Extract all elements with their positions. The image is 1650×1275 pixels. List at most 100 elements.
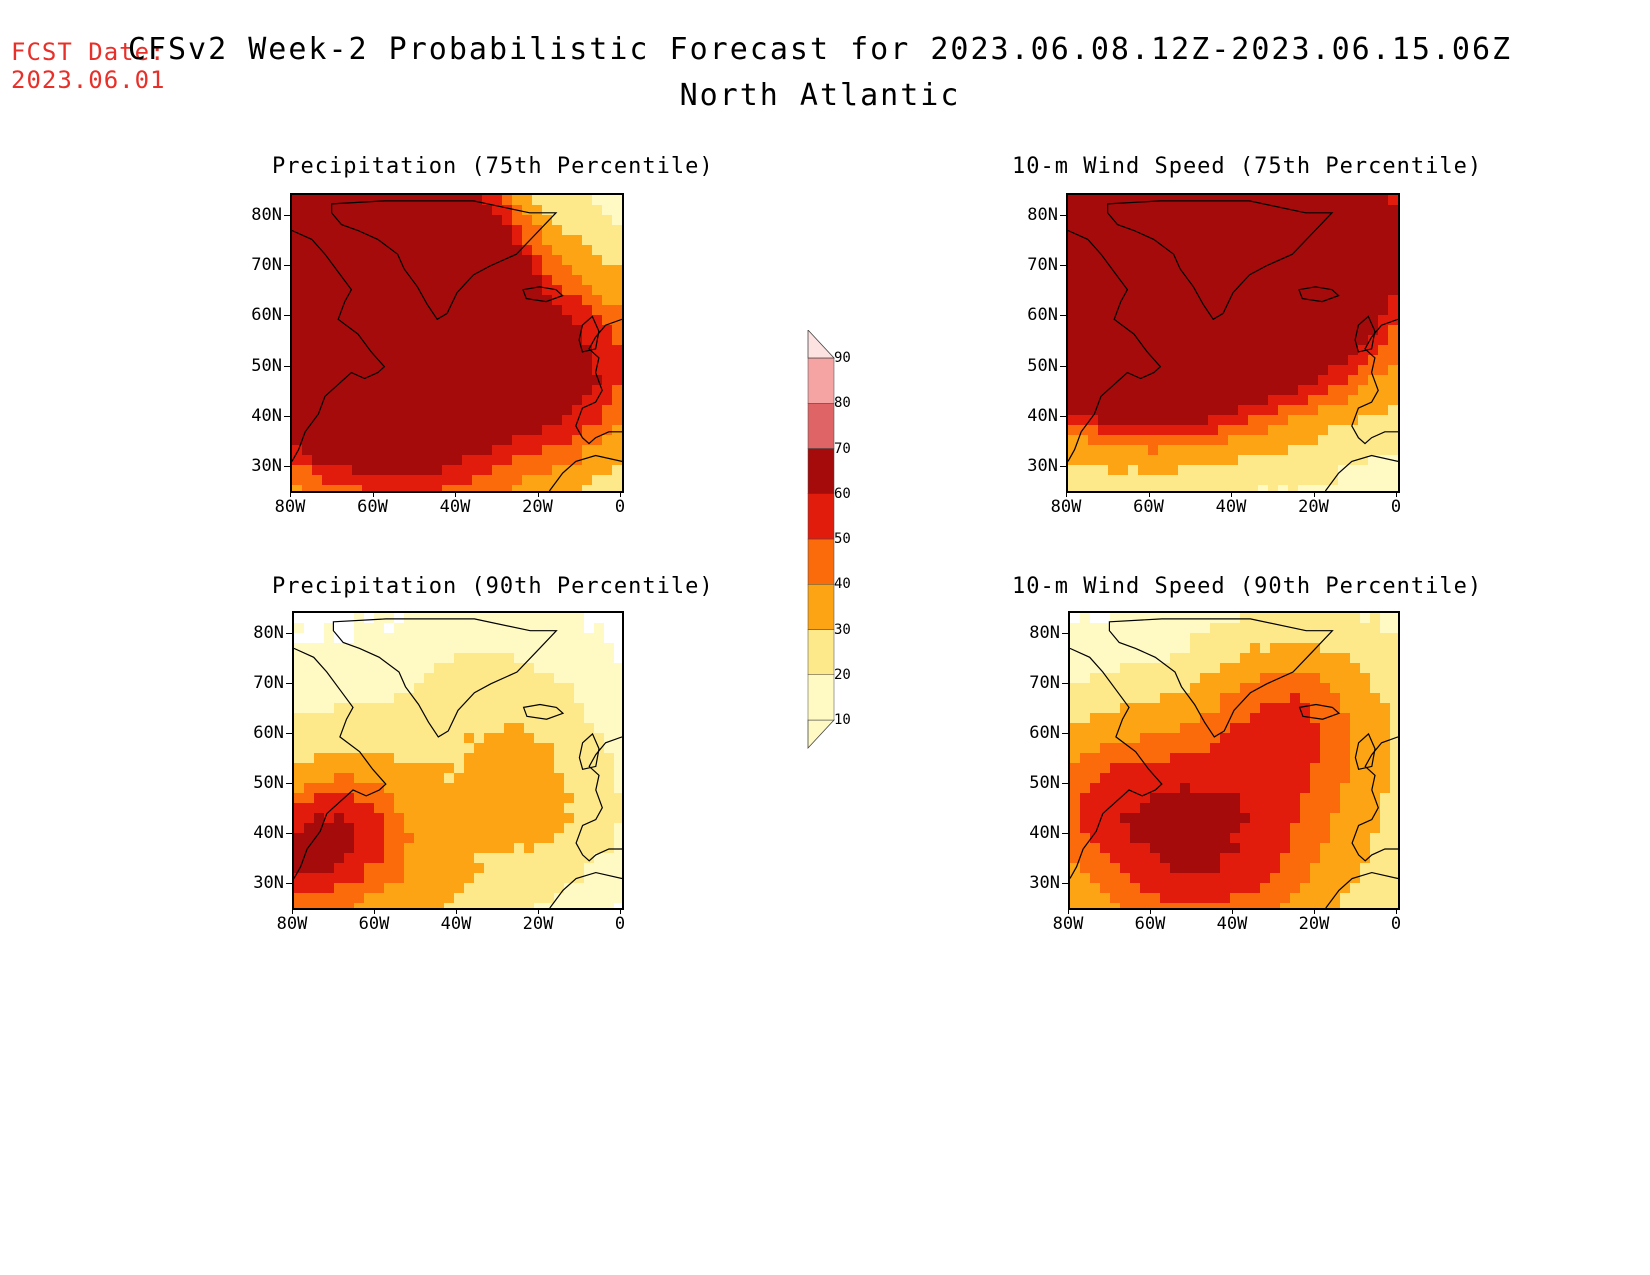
field-cell	[1210, 833, 1221, 844]
colorbar-segment	[807, 538, 835, 585]
field-cell	[1068, 215, 1079, 226]
field-cell	[1388, 365, 1398, 376]
field-cell	[582, 225, 593, 236]
field-cell	[1218, 445, 1229, 456]
field-cell	[1158, 375, 1169, 386]
field-cell	[522, 435, 533, 446]
field-cell	[1130, 713, 1141, 724]
latitude-label: 80N	[1027, 205, 1058, 225]
field-cell	[1118, 205, 1129, 216]
field-cell	[504, 853, 515, 864]
field-cell	[422, 445, 433, 456]
field-cell	[584, 753, 595, 764]
field-cell	[1230, 653, 1241, 664]
field-cell	[484, 623, 495, 634]
field-cell	[454, 723, 465, 734]
field-cell	[1068, 275, 1079, 286]
field-cell	[1140, 673, 1151, 684]
field-cell	[1138, 195, 1149, 206]
field-cell	[602, 245, 613, 256]
field-cell	[1290, 723, 1301, 734]
field-cell	[1198, 205, 1209, 216]
field-cell	[462, 445, 473, 456]
field-cell	[1330, 673, 1341, 684]
field-cell	[1118, 425, 1129, 436]
field-cell	[1388, 465, 1398, 476]
field-cell	[1070, 813, 1081, 824]
field-cell	[1310, 763, 1321, 774]
field-cell	[314, 863, 325, 874]
field-cell	[1080, 723, 1091, 734]
field-cell	[424, 663, 435, 674]
field-cell	[1330, 693, 1341, 704]
field-cell	[1100, 823, 1111, 834]
field-cell	[562, 445, 573, 456]
field-cell	[594, 693, 605, 704]
field-cell	[422, 345, 433, 356]
field-cell	[544, 663, 555, 674]
field-cell	[422, 395, 433, 406]
field-cell	[492, 235, 503, 246]
field-cell	[432, 205, 443, 216]
field-cell	[1098, 285, 1109, 296]
coastline	[1351, 318, 1398, 445]
field-cell	[1340, 753, 1351, 764]
field-cell	[332, 235, 343, 246]
field-cell	[602, 305, 613, 316]
field-cell	[1238, 425, 1249, 436]
field-cell	[1188, 375, 1199, 386]
field-cell	[442, 245, 453, 256]
field-cell	[402, 465, 413, 476]
field-cell	[1200, 793, 1211, 804]
field-cell	[332, 365, 343, 376]
field-cell	[1280, 673, 1291, 684]
field-cell	[1268, 445, 1279, 456]
field-cell	[514, 733, 525, 744]
field-cell	[1090, 853, 1101, 864]
field-cell	[1118, 375, 1129, 386]
field-cell	[394, 833, 405, 844]
field-cell	[1110, 883, 1121, 894]
field-cell	[1380, 693, 1391, 704]
field-cell	[1260, 763, 1271, 774]
field-cell	[1240, 733, 1251, 744]
field-cell	[1098, 355, 1109, 366]
field-cell	[574, 673, 585, 684]
field-cell	[1168, 305, 1179, 316]
field-cell	[424, 703, 435, 714]
field-cell	[452, 405, 463, 416]
field-cell	[344, 853, 355, 864]
field-cell	[312, 245, 323, 256]
field-cell	[564, 673, 575, 684]
field-cell	[394, 813, 405, 824]
latitude-tick	[1060, 466, 1066, 467]
field-cell	[474, 803, 485, 814]
field-cell	[484, 893, 495, 904]
field-cell	[1220, 693, 1231, 704]
field-cell	[1270, 643, 1281, 654]
field-cell	[324, 813, 335, 824]
field-cell	[1308, 475, 1319, 486]
field-cell	[1378, 245, 1389, 256]
field-cell	[524, 653, 535, 664]
field-cell	[1218, 335, 1229, 346]
field-cell	[392, 485, 403, 491]
field-cell	[1350, 703, 1361, 714]
field-cell	[334, 723, 345, 734]
field-cell	[562, 315, 573, 326]
field-cell	[554, 823, 565, 834]
field-cell	[312, 485, 323, 491]
field-cell	[1218, 355, 1229, 366]
field-cell	[514, 683, 525, 694]
field-cell	[1190, 843, 1201, 854]
field-cell	[1368, 315, 1379, 326]
field-cell	[1080, 803, 1091, 814]
field-cell	[1270, 693, 1281, 704]
field-cell	[1300, 683, 1311, 694]
field-cell	[582, 325, 593, 336]
field-cell	[404, 873, 415, 884]
field-cell	[1178, 305, 1189, 316]
field-cell	[404, 663, 415, 674]
coastline	[1324, 454, 1398, 491]
field-cell	[514, 863, 525, 874]
